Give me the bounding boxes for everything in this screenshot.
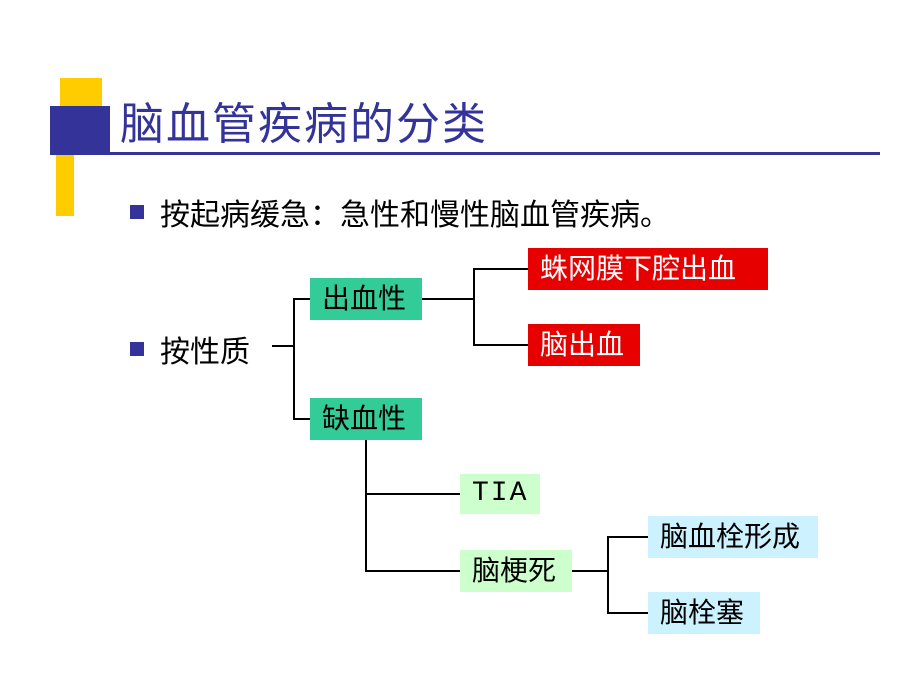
title-deco-yellow-top <box>60 78 102 106</box>
node-tia: TIA <box>460 474 540 514</box>
bullet-icon <box>130 342 144 356</box>
bullet-icon <box>130 205 144 219</box>
title-deco-yellow-side <box>56 152 74 216</box>
node-ischemic: 缺血性 <box>310 398 422 440</box>
bullet-text-1: 按起病缓急：急性和慢性脑血管疾病。 <box>160 190 670 234</box>
node-sah: 蛛网膜下腔出血 <box>528 248 768 290</box>
node-ich: 脑出血 <box>528 324 640 366</box>
slide: 脑血管疾病的分类 按起病缓急：急性和慢性脑血管疾病。 按性质 出血性 缺血性 蛛… <box>0 0 920 690</box>
node-embolism: 脑栓塞 <box>648 592 760 634</box>
node-infarct: 脑梗死 <box>460 550 572 592</box>
title-deco-blue <box>50 106 110 152</box>
page-title: 脑血管疾病的分类 <box>120 88 488 152</box>
node-thrombosis: 脑血栓形成 <box>648 516 818 558</box>
title-underline <box>50 152 880 155</box>
node-hemorrhagic: 出血性 <box>310 278 422 320</box>
bullet-text-2: 按性质 <box>160 327 250 371</box>
